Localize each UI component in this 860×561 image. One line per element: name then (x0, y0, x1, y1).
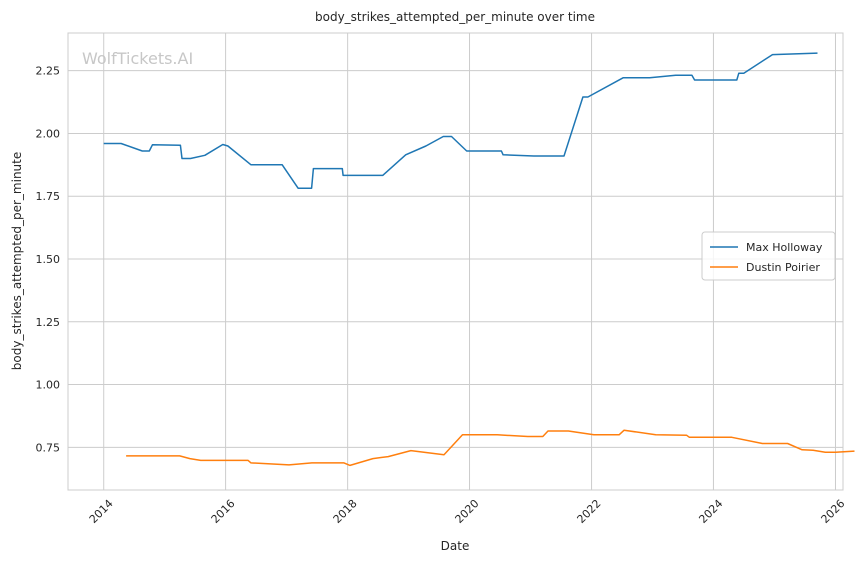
y-tick-label: 1.25 (36, 316, 61, 329)
y-tick-label: 1.50 (36, 253, 61, 266)
plot-frame (67, 32, 844, 491)
legend-box (701, 231, 836, 281)
y-tick-label: 0.75 (36, 441, 61, 454)
y-tick-label: 1.00 (36, 379, 61, 392)
watermark: WolfTickets.AI (82, 49, 193, 68)
series-line-max-holloway (103, 52, 818, 189)
y-tick-label: 2.25 (36, 65, 61, 78)
legend-label-max-holloway: Max Holloway (746, 241, 823, 254)
y-tick-label: 1.75 (36, 190, 61, 203)
grid (68, 33, 843, 490)
legend-label-dustin-poirier: Dustin Poirier (746, 261, 820, 274)
series-lines (103, 52, 855, 467)
y-tick-label: 2.00 (36, 127, 61, 140)
y-axis-title: body_strikes_attempted_per_minute (10, 152, 24, 370)
series-line-dustin-poirier (126, 429, 855, 467)
x-axis-title: Date (441, 539, 470, 553)
legend: Max Holloway Dustin Poirier (701, 231, 836, 281)
chart-title: body_strikes_attempted_per_minute over t… (315, 10, 595, 24)
